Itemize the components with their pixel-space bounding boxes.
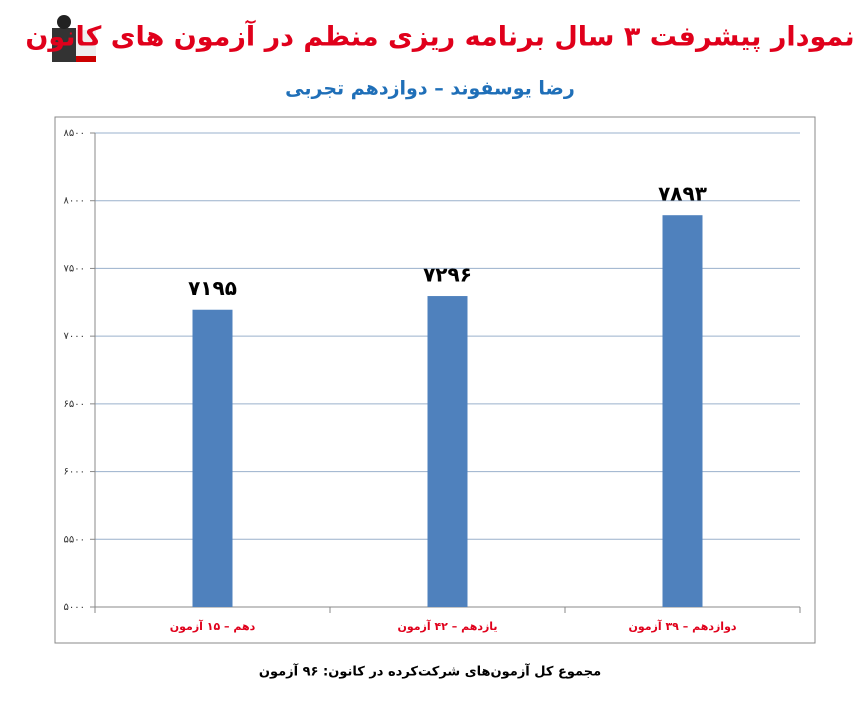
chart-subtitle: رضا یوسفوند – دوازدهم تجربی [285, 78, 575, 100]
x-tick-label: یازدهم – ۴۲ آزمون [397, 619, 497, 633]
logo [52, 15, 96, 62]
x-tick-label: دهم – ۱۵ آزمون [170, 619, 256, 633]
y-tick-label: ۵۵۰۰ [64, 534, 85, 545]
bar [192, 309, 233, 607]
y-tick-label: ۸۵۰۰ [64, 128, 85, 139]
chart-title: نمودار پیشرفت ۳ سال برنامه ریزی منظم در … [25, 20, 854, 53]
data-label: ۷۲۹۶ [423, 263, 472, 287]
data-label: ۷۸۹۳ [658, 182, 707, 206]
x-tick-label: دوازدهم – ۳۹ آزمون [628, 619, 736, 633]
y-tick-label: ۷۵۰۰ [64, 263, 85, 274]
bar [662, 215, 703, 607]
y-tick-label: ۶۰۰۰ [64, 467, 85, 478]
plot-frame [54, 116, 816, 644]
annotation: مجموع کل آزمون‌های شرکت‌کرده در کانون: ۹… [259, 663, 601, 680]
y-tick-label: ۸۰۰۰ [64, 196, 85, 207]
y-tick-label: ۶۵۰۰ [64, 399, 85, 410]
y-tick-label: ۵۰۰۰ [64, 602, 85, 613]
data-label: ۷۱۹۵ [188, 276, 237, 300]
bar [427, 296, 468, 607]
y-tick-label: ۷۰۰۰ [64, 331, 85, 342]
